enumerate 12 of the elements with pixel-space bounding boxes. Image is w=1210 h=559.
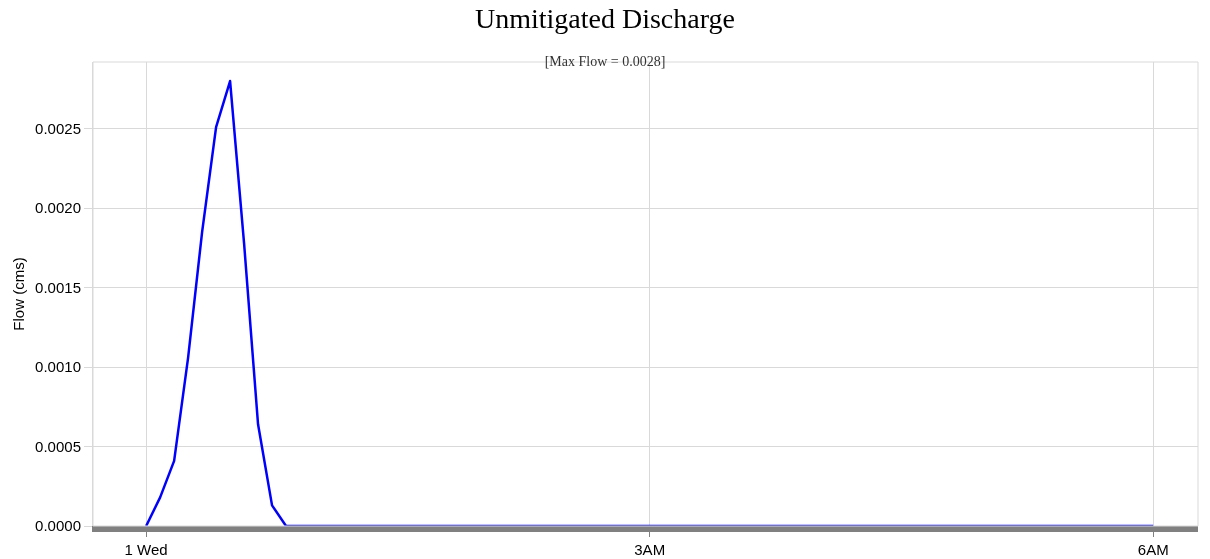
y-tick-label: 0.0005 <box>35 437 81 455</box>
y-axis-title: Flow (cms) <box>10 257 28 331</box>
y-tick-label: 0.0025 <box>35 119 81 137</box>
chart-subtitle: [Max Flow = 0.0028] <box>544 54 666 70</box>
x-tick-label: 1 Wed <box>124 541 168 558</box>
y-tick-label: 0.0010 <box>35 358 81 376</box>
y-tick-label: 0.0000 <box>35 517 81 535</box>
chart-title: Unmitigated Discharge <box>475 2 735 34</box>
y-tick-label: 0.0015 <box>35 278 81 296</box>
x-tick-label: 6AM <box>1137 541 1169 558</box>
x-tick-label: 3AM <box>634 541 666 558</box>
y-tick-label: 0.0020 <box>35 199 81 217</box>
